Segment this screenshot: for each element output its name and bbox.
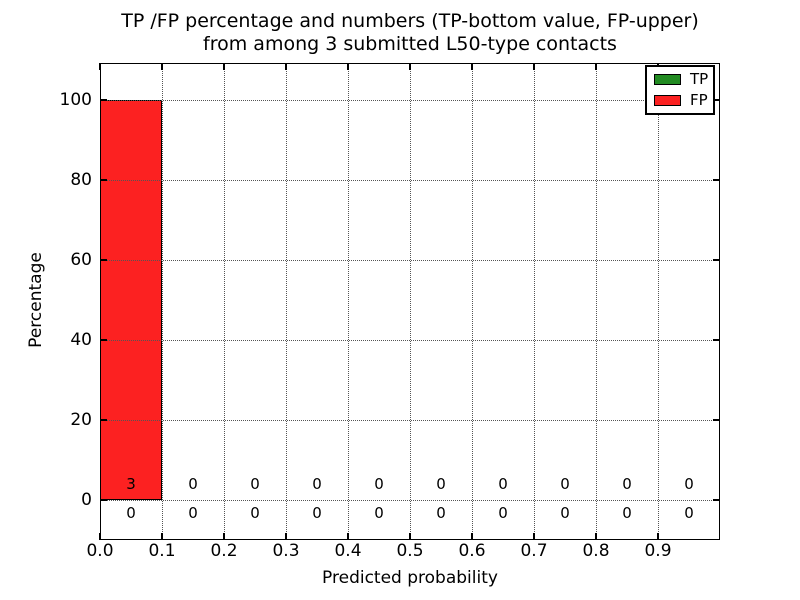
x-tick-label: 0.8 — [582, 541, 610, 561]
legend-swatch-fp — [654, 95, 681, 106]
horizontal-gridline — [100, 260, 720, 261]
x-tick-label: 0.9 — [644, 541, 672, 561]
tp-count-label: 0 — [312, 504, 322, 522]
x-tick-label: 0.0 — [86, 541, 114, 561]
tp-count-label: 0 — [126, 504, 136, 522]
y-tick-mark — [100, 499, 107, 501]
x-tick-label: 0.6 — [458, 541, 486, 561]
fp-count-label: 0 — [250, 475, 260, 493]
y-tick-mark — [100, 99, 107, 101]
y-tick-mark — [100, 339, 107, 341]
x-tick-mark — [223, 533, 225, 540]
fp-count-label: 0 — [374, 475, 384, 493]
y-tick-mark-right — [713, 499, 720, 501]
x-tick-mark-top — [285, 63, 287, 70]
fp-count-label: 0 — [560, 475, 570, 493]
x-tick-mark-top — [533, 63, 535, 70]
x-tick-mark — [347, 533, 349, 540]
chart-title-line1: TP /FP percentage and numbers (TP-bottom… — [121, 10, 699, 32]
x-tick-label: 0.1 — [148, 541, 176, 561]
x-tick-mark-top — [161, 63, 163, 70]
x-tick-mark-top — [471, 63, 473, 70]
x-tick-mark-top — [409, 63, 411, 70]
tp-count-label: 0 — [250, 504, 260, 522]
tp-count-label: 0 — [374, 504, 384, 522]
vertical-gridline — [472, 63, 473, 540]
tp-count-label: 0 — [498, 504, 508, 522]
y-tick-mark-right — [713, 179, 720, 181]
fp-count-label: 0 — [188, 475, 198, 493]
legend-label: TP — [690, 70, 709, 88]
x-tick-label: 0.2 — [210, 541, 238, 561]
legend-entry-tp: TP — [647, 72, 713, 87]
x-tick-mark — [285, 533, 287, 540]
vertical-gridline — [162, 63, 163, 540]
tp-count-label: 0 — [684, 504, 694, 522]
fp-count-label: 0 — [622, 475, 632, 493]
x-tick-mark-top — [595, 63, 597, 70]
fp-count-label: 0 — [684, 475, 694, 493]
bar-fp — [100, 100, 162, 500]
vertical-gridline — [410, 63, 411, 540]
y-tick-label: 100 — [59, 90, 92, 110]
legend-swatch-tp — [654, 74, 681, 85]
x-tick-mark-top — [347, 63, 349, 70]
vertical-gridline — [658, 63, 659, 540]
y-tick-mark — [100, 419, 107, 421]
tp-count-label: 0 — [622, 504, 632, 522]
x-tick-mark — [161, 533, 163, 540]
fp-count-label: 0 — [436, 475, 446, 493]
fp-count-label: 0 — [498, 475, 508, 493]
x-tick-label: 0.7 — [520, 541, 548, 561]
y-axis-label: Percentage — [26, 252, 46, 348]
y-tick-mark-right — [713, 99, 720, 101]
x-tick-mark — [533, 533, 535, 540]
y-tick-label: 80 — [70, 170, 92, 190]
x-tick-mark — [409, 533, 411, 540]
x-tick-mark — [471, 533, 473, 540]
tp-count-label: 0 — [188, 504, 198, 522]
y-tick-label: 40 — [70, 330, 92, 350]
x-tick-mark-top — [223, 63, 225, 70]
vertical-gridline — [596, 63, 597, 540]
vertical-gridline — [348, 63, 349, 540]
y-tick-mark — [100, 179, 107, 181]
vertical-gridline — [534, 63, 535, 540]
x-tick-mark — [657, 533, 659, 540]
chart-title: TP /FP percentage and numbers (TP-bottom… — [121, 10, 699, 56]
x-tick-label: 0.4 — [334, 541, 362, 561]
y-tick-label: 0 — [81, 490, 92, 510]
horizontal-gridline — [100, 500, 720, 501]
tp-count-label: 0 — [436, 504, 446, 522]
y-tick-mark-right — [713, 339, 720, 341]
fp-count-label: 3 — [126, 475, 136, 493]
horizontal-gridline — [100, 100, 720, 101]
x-tick-mark-top — [99, 63, 101, 70]
legend: TP FP — [645, 65, 715, 115]
y-tick-label: 20 — [70, 410, 92, 430]
x-tick-label: 0.5 — [396, 541, 424, 561]
x-axis-label: Predicted probability — [322, 568, 498, 588]
legend-entry-fp: FP — [647, 93, 713, 108]
x-tick-label: 0.3 — [272, 541, 300, 561]
vertical-gridline — [286, 63, 287, 540]
legend-label: FP — [690, 91, 708, 109]
vertical-gridline — [224, 63, 225, 540]
horizontal-gridline — [100, 340, 720, 341]
x-tick-mark — [99, 533, 101, 540]
horizontal-gridline — [100, 180, 720, 181]
y-tick-mark-right — [713, 419, 720, 421]
y-tick-label: 60 — [70, 250, 92, 270]
y-tick-mark-right — [713, 259, 720, 261]
x-tick-mark — [595, 533, 597, 540]
y-tick-mark — [100, 259, 107, 261]
horizontal-gridline — [100, 420, 720, 421]
chart-title-line2: from among 3 submitted L50-type contacts — [203, 33, 617, 55]
tp-count-label: 0 — [560, 504, 570, 522]
fp-count-label: 0 — [312, 475, 322, 493]
